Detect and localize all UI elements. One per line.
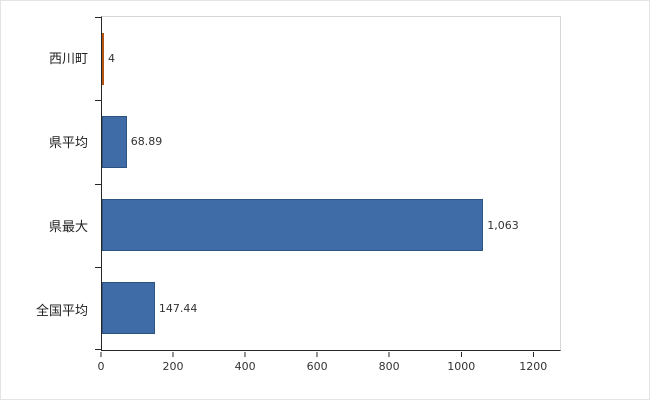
- x-tick-label: 400: [234, 360, 256, 373]
- y-axis-tick-mark: [95, 349, 101, 350]
- tick-mark: [172, 352, 174, 357]
- x-axis-tick: 1200: [519, 352, 547, 373]
- x-axis-tick: 600: [307, 352, 328, 373]
- x-axis-tick: 800: [379, 352, 400, 373]
- y-axis-tick-mark: [95, 100, 101, 102]
- bar-row: 147.44: [102, 267, 560, 350]
- y-axis-tick-mark: [95, 17, 101, 18]
- x-tick-label: 0: [97, 360, 105, 373]
- bar: [102, 32, 104, 85]
- tick-mark: [532, 352, 534, 357]
- tick-mark: [316, 352, 318, 357]
- plot-area: 4 68.89 1,063 147.44: [95, 16, 561, 351]
- bar-row: 4: [102, 17, 560, 100]
- x-tick-label: 1200: [519, 360, 548, 373]
- y-axis-label-nishikawa: 西川町: [48, 52, 88, 68]
- y-axis-tick-mark: [95, 183, 101, 185]
- y-axis-label-pref-max: 県最大: [48, 219, 88, 235]
- y-axis-labels: 西川町 県平均 県最大 全国平均: [1, 16, 95, 351]
- y-axis-tick-mark: [95, 266, 101, 268]
- bar: [102, 282, 155, 335]
- y-axis-label-pref-average: 県平均: [48, 136, 88, 152]
- bar-value-label: 68.89: [130, 135, 163, 149]
- bar-row: 1,063: [102, 184, 560, 267]
- x-axis-tick: 200: [163, 352, 184, 373]
- bar: [102, 115, 127, 168]
- tick-mark: [460, 352, 462, 357]
- tick-mark: [244, 352, 246, 357]
- bar-value-label: 147.44: [158, 301, 198, 315]
- x-axis: 0 200 400 600 800 1000 1200: [98, 352, 561, 378]
- x-axis-tick: 0: [98, 352, 105, 373]
- x-axis-tick: 1000: [447, 352, 475, 373]
- x-axis-tick: 400: [235, 352, 256, 373]
- tick-mark: [100, 352, 102, 357]
- x-tick-label: 1000: [447, 360, 476, 373]
- x-tick-label: 600: [306, 360, 328, 373]
- x-tick-label: 200: [162, 360, 184, 373]
- x-tick-label: 800: [378, 360, 400, 373]
- y-axis-label-national-average: 全国平均: [35, 303, 88, 319]
- bar-value-label: 4: [108, 52, 115, 66]
- bar-value-label: 1,063: [487, 218, 519, 232]
- bar-row: 68.89: [102, 100, 560, 183]
- bar: [102, 199, 484, 252]
- tick-mark: [388, 352, 390, 357]
